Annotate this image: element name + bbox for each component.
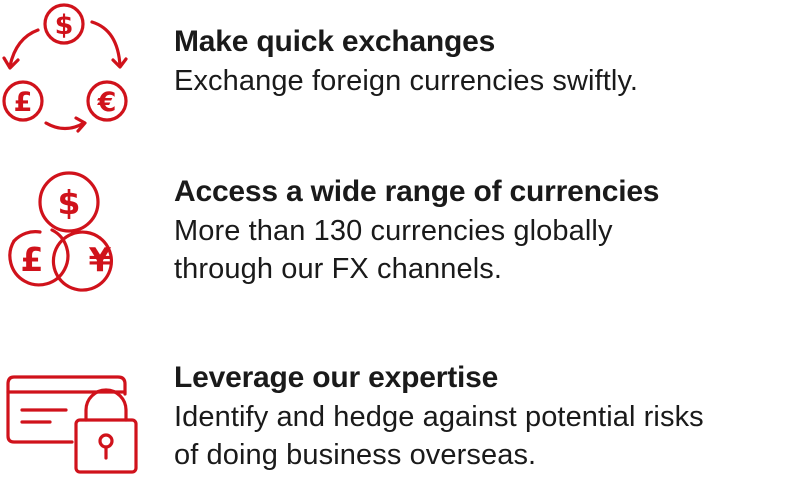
feature-description: Exchange foreign currencies swiftly. — [174, 62, 807, 100]
dollar-glyph: $ — [55, 10, 74, 41]
feature-title: Make quick exchanges — [174, 25, 496, 58]
dollar-glyph: $ — [58, 183, 81, 222]
currency-exchange-cycle-icon: $ £ € — [0, 0, 150, 133]
feature-description-line: through our FX channels. — [174, 253, 503, 285]
feature-description-line: More than 130 currencies globally — [174, 215, 613, 247]
multi-currency-coins-icon: $ £ ¥ — [0, 160, 150, 292]
feature-description: Identify and hedge against potential ris… — [174, 398, 807, 474]
feature-description: More than 130 currencies globally throug… — [174, 212, 807, 288]
feature-text: Leverage our expertise Identify and hedg… — [174, 358, 807, 474]
yen-glyph: ¥ — [89, 240, 112, 279]
pound-glyph: £ — [21, 240, 44, 279]
feature-title: Access a wide range of currencies — [174, 175, 660, 208]
euro-glyph: € — [97, 87, 117, 118]
feature-description-line: of doing business overseas. — [174, 439, 537, 471]
feature-title: Leverage our expertise — [174, 361, 499, 394]
feature-text: Make quick exchanges Exchange foreign cu… — [174, 22, 807, 100]
feature-description-line: Exchange foreign currencies swiftly. — [174, 65, 639, 97]
secure-card-lock-icon — [0, 350, 150, 480]
pound-glyph: £ — [14, 87, 33, 118]
feature-text: Access a wide range of currencies More t… — [174, 172, 807, 288]
feature-description-line: Identify and hedge against potential ris… — [174, 401, 704, 433]
